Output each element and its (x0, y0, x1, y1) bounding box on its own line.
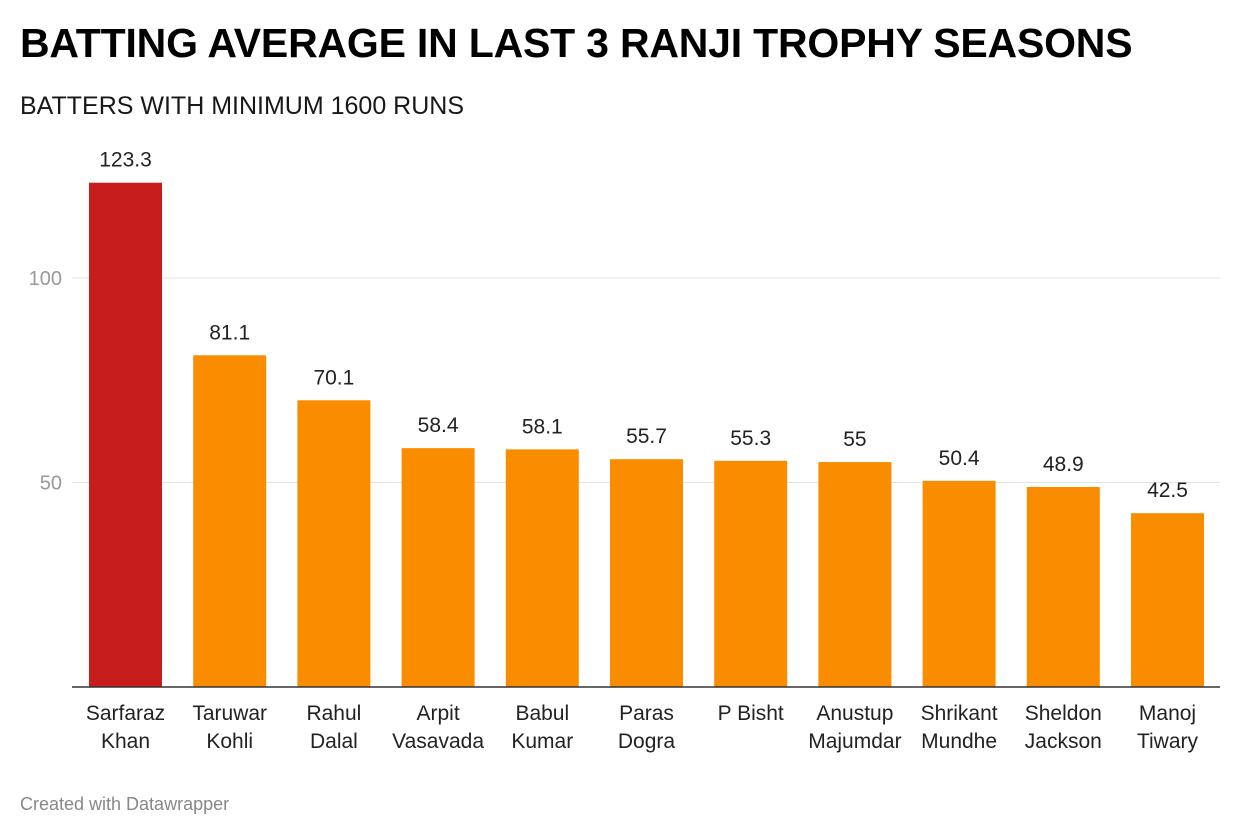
bar (1026, 486, 1100, 687)
value-label: 70.1 (313, 366, 354, 389)
value-label: 55.7 (626, 425, 667, 448)
value-label: 48.9 (1043, 453, 1084, 476)
x-tick-label: Sheldon (1025, 702, 1102, 725)
value-label: 58.4 (418, 414, 459, 437)
bar (89, 182, 162, 687)
bar (818, 462, 892, 687)
x-tick-label: Tiwary (1137, 730, 1199, 753)
x-tick-label: P Bisht (718, 702, 784, 725)
value-label: 55.3 (730, 427, 771, 450)
y-tick-label: 100 (29, 268, 62, 290)
value-label: 50.4 (939, 447, 980, 470)
x-tick-label: Arpit (417, 702, 460, 725)
x-tick-label: Paras (619, 702, 674, 725)
x-tick-label: Taruwar (192, 702, 267, 725)
bar (505, 449, 579, 687)
x-tick-label: Dalal (310, 730, 358, 753)
bar (297, 400, 371, 687)
value-label: 55 (843, 428, 866, 451)
bar (714, 460, 788, 687)
bar (193, 355, 267, 687)
chart-subtitle: BATTERS WITH MINIMUM 1600 RUNS (20, 92, 465, 120)
chart-title: BATTING AVERAGE IN LAST 3 RANJI TROPHY S… (20, 20, 1133, 66)
y-tick-label: 50 (40, 473, 62, 495)
x-tick-label: Babul (515, 702, 569, 725)
x-tick-label: Jackson (1025, 730, 1102, 753)
x-tick-label: Kohli (206, 730, 253, 753)
x-tick-label: Khan (101, 730, 150, 753)
x-tick-label: Mundhe (921, 730, 997, 753)
x-tick-label: Rahul (306, 702, 361, 725)
bar (922, 480, 996, 687)
footer-credit: Created with Datawrapper (20, 794, 230, 814)
x-tick-label: Sarfaraz (86, 702, 165, 725)
x-tick-label: Vasavada (392, 730, 484, 753)
bar (401, 448, 475, 687)
x-tick-label: Dogra (618, 730, 676, 753)
x-tick-label: Manoj (1139, 702, 1196, 725)
bar (1131, 513, 1204, 687)
x-tick-label: Majumdar (808, 730, 901, 753)
x-tick-label: Shrikant (921, 702, 998, 725)
value-label: 123.3 (99, 149, 152, 172)
value-label: 42.5 (1147, 479, 1188, 502)
value-label: 58.1 (522, 415, 563, 438)
x-tick-label: Anustup (816, 702, 893, 725)
bar (610, 459, 683, 687)
x-tick-label: Kumar (511, 730, 573, 753)
value-label: 81.1 (209, 321, 250, 344)
